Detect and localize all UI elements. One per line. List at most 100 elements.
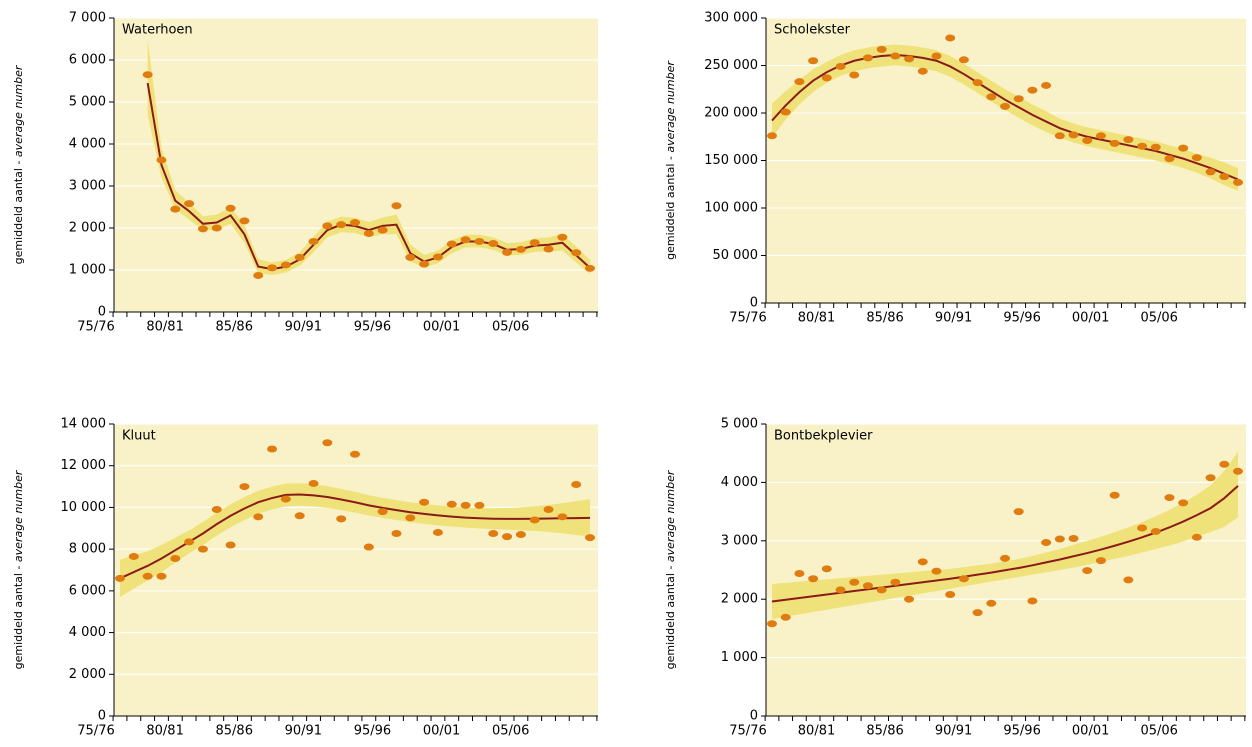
x-tick-label: 95/96 xyxy=(354,724,391,739)
x-tick-label: 95/96 xyxy=(1003,311,1040,326)
data-point xyxy=(1095,557,1106,565)
data-point xyxy=(876,45,887,53)
x-tick-label: 80/81 xyxy=(146,320,183,335)
plot-background xyxy=(114,424,598,716)
data-point xyxy=(446,500,457,508)
data-point xyxy=(1000,102,1010,110)
panel: 0 2 000 4 000 6 000 8 000 10 000 12 000 14 000 7… xyxy=(12,417,598,739)
data-point xyxy=(474,237,485,245)
data-point xyxy=(170,555,181,563)
data-point xyxy=(488,530,499,537)
data-point xyxy=(1095,132,1106,140)
data-point xyxy=(280,495,291,503)
data-point xyxy=(502,248,513,256)
data-point xyxy=(835,586,846,594)
y-tick-label: 150 000 xyxy=(704,153,758,168)
data-point xyxy=(211,224,222,232)
x-tick-label: 90/91 xyxy=(285,724,322,739)
y-tick-label: 250 000 xyxy=(704,58,758,73)
y-tick-label: 3 000 xyxy=(721,533,758,548)
x-tick-label: 85/86 xyxy=(866,724,903,739)
y-tick-label: 2 000 xyxy=(721,592,758,607)
data-point xyxy=(890,578,901,586)
data-point xyxy=(419,260,430,268)
x-tick-label: 90/91 xyxy=(285,320,322,335)
data-point xyxy=(529,239,540,247)
data-point xyxy=(322,222,333,230)
data-point xyxy=(474,501,485,509)
data-point xyxy=(405,253,416,261)
panel-title: Scholekster xyxy=(774,23,851,38)
data-point xyxy=(1205,168,1216,176)
data-point xyxy=(1068,131,1079,139)
data-point xyxy=(862,54,873,62)
y-axis-label: gemiddeld aantal - average number xyxy=(12,469,25,669)
panel: 0 1 000 2 000 3 000 4 000 5 000 6 000 7 000 75/7… xyxy=(12,11,598,335)
y-axis-label-italic: average number xyxy=(664,60,677,153)
x-tick-label: 85/86 xyxy=(216,320,253,335)
y-tick-label: 0 xyxy=(98,709,106,724)
data-point xyxy=(986,93,997,101)
data-point xyxy=(904,55,915,63)
data-point xyxy=(862,582,873,590)
data-point xyxy=(197,545,208,553)
panel-title: Waterhoen xyxy=(122,23,193,38)
data-point xyxy=(294,512,305,520)
data-point xyxy=(142,572,153,580)
y-tick-label: 5 000 xyxy=(721,417,758,432)
data-point xyxy=(350,219,360,227)
confidence-band xyxy=(772,452,1238,620)
data-point xyxy=(253,513,264,521)
data-point xyxy=(808,57,819,65)
y-axis-label: gemiddeld aantal - average number xyxy=(664,469,677,669)
x-tick-label: 00/01 xyxy=(423,724,460,739)
panel: 0 1 000 2 000 3 000 4 000 5 000 75/76 80/81 85/8… xyxy=(664,417,1246,739)
data-point xyxy=(363,543,374,551)
data-point xyxy=(876,586,887,594)
data-point xyxy=(1219,173,1230,181)
data-point xyxy=(1191,154,1202,162)
data-point xyxy=(267,445,278,453)
data-point xyxy=(958,56,969,64)
y-tick-label: 0 xyxy=(750,709,758,724)
x-tick-label: 05/06 xyxy=(492,724,529,739)
data-point xyxy=(294,253,305,261)
data-point xyxy=(350,450,360,458)
y-axis-label-text: gemiddeld aantal - xyxy=(12,157,25,264)
data-point xyxy=(308,237,319,245)
panel-title: Kluut xyxy=(122,429,156,444)
x-tick-label: 05/06 xyxy=(1140,311,1177,326)
x-tick-label: 00/01 xyxy=(1072,311,1109,326)
data-point xyxy=(460,236,471,244)
data-point xyxy=(1068,534,1079,542)
data-point xyxy=(515,531,526,539)
x-tick-label: 90/91 xyxy=(935,311,972,326)
data-point xyxy=(1109,139,1120,147)
y-axis-label-italic: average number xyxy=(12,469,25,562)
data-point xyxy=(170,205,181,213)
data-point xyxy=(391,202,402,210)
data-point xyxy=(945,591,956,599)
data-point xyxy=(767,620,777,628)
data-point xyxy=(890,52,901,60)
data-point xyxy=(1137,524,1148,532)
x-tick-label: 00/01 xyxy=(423,320,460,335)
y-tick-label: 8 000 xyxy=(69,542,106,557)
data-point xyxy=(211,506,222,514)
data-point xyxy=(460,501,471,509)
data-point xyxy=(322,439,333,447)
data-point xyxy=(972,609,983,617)
y-tick-label: 300 000 xyxy=(704,11,758,26)
data-point xyxy=(1137,142,1148,150)
data-point xyxy=(1054,535,1065,543)
x-tick-label: 95/96 xyxy=(1003,724,1040,739)
data-point xyxy=(1082,567,1093,575)
data-point xyxy=(1041,539,1052,547)
data-point xyxy=(1178,144,1189,152)
data-point xyxy=(184,200,195,208)
y-axis-label-text: gemiddeld aantal - xyxy=(664,562,677,669)
data-point xyxy=(515,245,526,253)
data-point xyxy=(917,67,928,75)
y-tick-label: 0 xyxy=(98,305,106,320)
data-point xyxy=(821,74,832,82)
